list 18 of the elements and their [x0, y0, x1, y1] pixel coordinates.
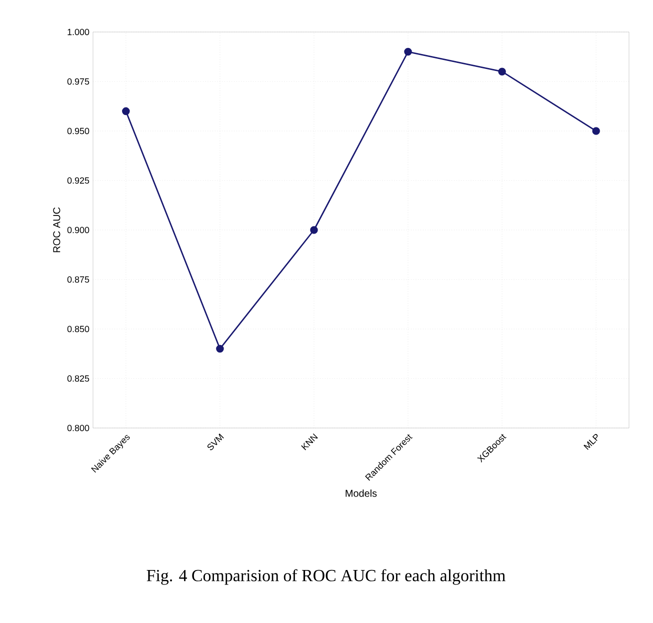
- y-tick-label: 0.975: [67, 78, 90, 85]
- point: [592, 127, 600, 135]
- point: [498, 68, 506, 76]
- point: [216, 344, 224, 353]
- point: [404, 48, 412, 56]
- point: [122, 107, 130, 116]
- y-tick-label: 1.000: [68, 28, 90, 36]
- y-tick-label: 0.925: [67, 177, 90, 184]
- y-tick-label: 0.875: [67, 276, 90, 283]
- y-tick-label: 0.825: [67, 375, 90, 382]
- y-tick-label: 0.850: [67, 326, 90, 332]
- point: [310, 226, 318, 234]
- y-tick-label: 0.900: [67, 226, 90, 234]
- caption: Fig. 4 Comparision of ROC AUC for each algorithm: [146, 569, 506, 585]
- y-tick-label: 0.950: [67, 128, 90, 134]
- y-tick-label: 0.800: [67, 424, 90, 432]
- y-axis-title: ROC AUC: [53, 207, 60, 252]
- x-axis-title: Models: [346, 490, 377, 497]
